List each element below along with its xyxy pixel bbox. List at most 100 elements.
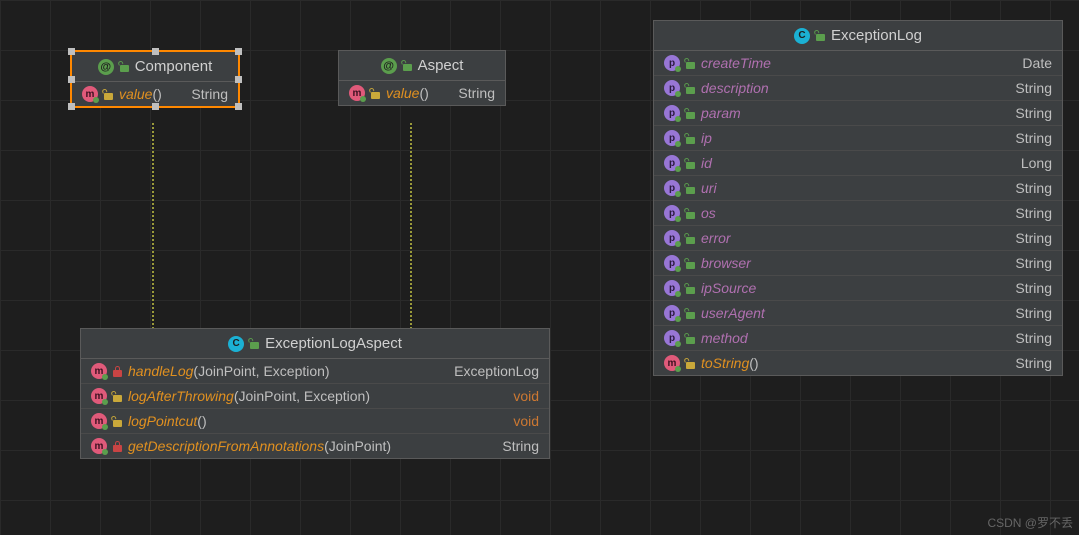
property-icon bbox=[664, 55, 680, 71]
annotation-icon bbox=[98, 59, 114, 75]
visibility-lock-icon bbox=[403, 60, 412, 71]
member-type: String bbox=[1015, 105, 1052, 121]
visibility-lock-icon bbox=[686, 308, 695, 319]
member-name: logAfterThrowing(JoinPoint, Exception) bbox=[128, 388, 495, 404]
member-type: Long bbox=[1021, 155, 1052, 171]
annotation-icon bbox=[381, 58, 397, 74]
member-name: id bbox=[701, 155, 1003, 171]
member-name: uri bbox=[701, 180, 997, 196]
member-row[interactable]: ipSourceString bbox=[654, 275, 1062, 300]
visibility-lock-icon bbox=[686, 208, 695, 219]
box-title: Aspect bbox=[418, 57, 464, 74]
resize-handle[interactable] bbox=[152, 48, 159, 55]
member-row[interactable]: value()String bbox=[339, 81, 505, 105]
resize-handle[interactable] bbox=[68, 103, 75, 110]
method-icon bbox=[664, 355, 680, 371]
member-name: userAgent bbox=[701, 305, 997, 321]
box-header[interactable]: Component bbox=[72, 52, 238, 82]
member-name: getDescriptionFromAnnotations(JoinPoint) bbox=[128, 438, 484, 454]
box-header[interactable]: ExceptionLogAspect bbox=[81, 329, 549, 359]
visibility-lock-icon bbox=[816, 30, 825, 41]
visibility-lock-icon bbox=[104, 89, 113, 100]
member-type: String bbox=[1015, 255, 1052, 271]
box-title: ExceptionLog bbox=[831, 27, 922, 44]
member-name: logPointcut() bbox=[128, 413, 495, 429]
member-row[interactable]: ipString bbox=[654, 125, 1062, 150]
member-row[interactable]: id Long bbox=[654, 150, 1062, 175]
member-name: description bbox=[701, 80, 997, 96]
member-name: handleLog(JoinPoint, Exception) bbox=[128, 363, 436, 379]
box-header[interactable]: Aspect bbox=[339, 51, 505, 81]
visibility-lock-icon bbox=[686, 83, 695, 94]
member-type: String bbox=[1015, 230, 1052, 246]
resize-handle[interactable] bbox=[152, 103, 159, 110]
member-name: method bbox=[701, 330, 997, 346]
member-row[interactable]: browser String bbox=[654, 250, 1062, 275]
member-name: os bbox=[701, 205, 997, 221]
visibility-lock-icon bbox=[686, 133, 695, 144]
dependency-connector bbox=[410, 123, 412, 329]
property-icon bbox=[664, 230, 680, 246]
property-icon bbox=[664, 305, 680, 321]
member-type: void bbox=[513, 388, 539, 404]
member-row[interactable]: getDescriptionFromAnnotations(JoinPoint)… bbox=[81, 433, 549, 458]
method-icon bbox=[91, 388, 107, 404]
visibility-lock-icon bbox=[113, 441, 122, 452]
visibility-lock-icon bbox=[686, 158, 695, 169]
class-box-component[interactable]: Componentvalue()String bbox=[70, 50, 240, 108]
visibility-lock-icon bbox=[686, 258, 695, 269]
member-row[interactable]: uriString bbox=[654, 175, 1062, 200]
resize-handle[interactable] bbox=[235, 76, 242, 83]
box-header[interactable]: ExceptionLog bbox=[654, 21, 1062, 51]
resize-handle[interactable] bbox=[235, 103, 242, 110]
member-row[interactable]: toString()String bbox=[654, 350, 1062, 375]
resize-handle[interactable] bbox=[68, 76, 75, 83]
member-name: ip bbox=[701, 130, 997, 146]
member-type: String bbox=[191, 86, 228, 102]
property-icon bbox=[664, 130, 680, 146]
method-icon bbox=[91, 438, 107, 454]
visibility-lock-icon bbox=[686, 183, 695, 194]
visibility-lock-icon bbox=[113, 391, 122, 402]
visibility-lock-icon bbox=[686, 233, 695, 244]
visibility-lock-icon bbox=[250, 338, 259, 349]
property-icon bbox=[664, 330, 680, 346]
visibility-lock-icon bbox=[686, 358, 695, 369]
member-row[interactable]: createTimeDate bbox=[654, 51, 1062, 75]
visibility-lock-icon bbox=[113, 366, 122, 377]
member-row[interactable]: os String bbox=[654, 200, 1062, 225]
member-type: ExceptionLog bbox=[454, 363, 539, 379]
class-box-aspectLog[interactable]: ExceptionLogAspecthandleLog(JoinPoint, E… bbox=[80, 328, 550, 459]
box-title: Component bbox=[135, 58, 213, 75]
property-icon bbox=[664, 105, 680, 121]
visibility-lock-icon bbox=[113, 416, 122, 427]
member-row[interactable]: logPointcut() void bbox=[81, 408, 549, 433]
method-icon bbox=[349, 85, 365, 101]
resize-handle[interactable] bbox=[68, 48, 75, 55]
class-box-excLog[interactable]: ExceptionLogcreateTimeDatedescriptionStr… bbox=[653, 20, 1063, 376]
member-row[interactable]: userAgentString bbox=[654, 300, 1062, 325]
method-icon bbox=[82, 86, 98, 102]
member-name: browser bbox=[701, 255, 997, 271]
class-box-aspect[interactable]: Aspect value()String bbox=[338, 50, 506, 106]
member-row[interactable]: paramString bbox=[654, 100, 1062, 125]
member-name: value() bbox=[386, 85, 440, 101]
member-type: String bbox=[1015, 205, 1052, 221]
dependency-connector bbox=[152, 123, 154, 329]
class-icon bbox=[228, 336, 244, 352]
member-type: void bbox=[513, 413, 539, 429]
member-row[interactable]: logAfterThrowing(JoinPoint, Exception) vo… bbox=[81, 383, 549, 408]
member-type: String bbox=[502, 438, 539, 454]
visibility-lock-icon bbox=[686, 333, 695, 344]
member-row[interactable]: errorString bbox=[654, 225, 1062, 250]
member-row[interactable]: descriptionString bbox=[654, 75, 1062, 100]
method-icon bbox=[91, 363, 107, 379]
resize-handle[interactable] bbox=[235, 48, 242, 55]
member-type: String bbox=[1015, 280, 1052, 296]
member-row[interactable]: method String bbox=[654, 325, 1062, 350]
visibility-lock-icon bbox=[686, 283, 695, 294]
member-type: String bbox=[1015, 330, 1052, 346]
member-type: Date bbox=[1022, 55, 1052, 71]
property-icon bbox=[664, 180, 680, 196]
member-row[interactable]: handleLog(JoinPoint, Exception) Exception… bbox=[81, 359, 549, 383]
